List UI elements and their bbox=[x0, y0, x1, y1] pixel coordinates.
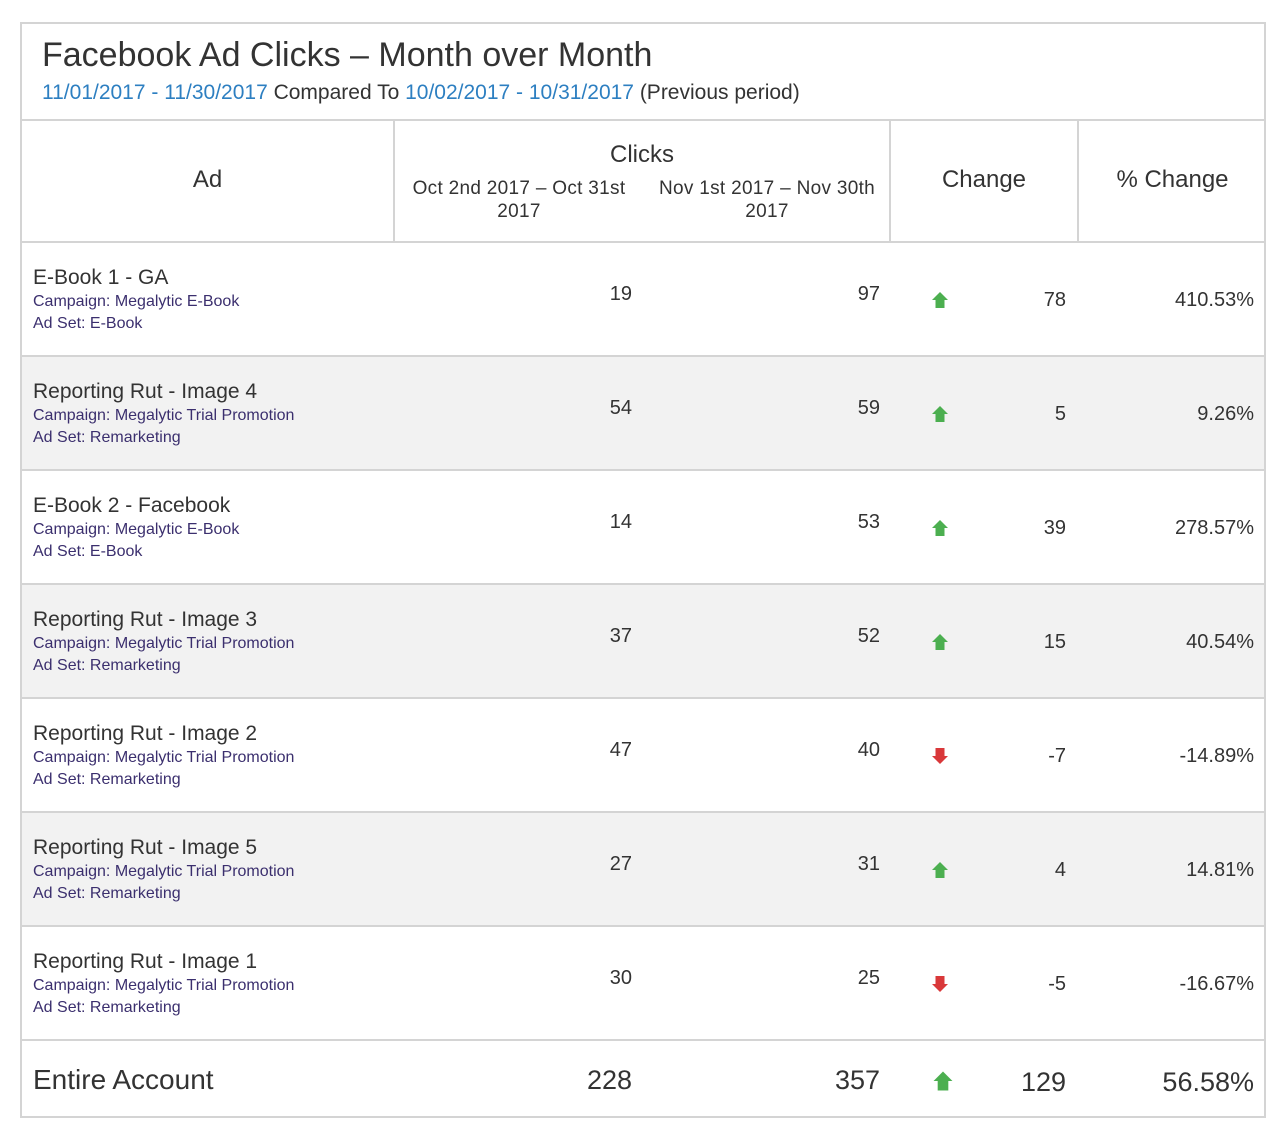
down-arrow-icon bbox=[932, 976, 948, 992]
ad-name: Reporting Rut - Image 4 bbox=[33, 380, 258, 403]
ad-set: Ad Set: Remarketing bbox=[33, 429, 181, 446]
ad-campaign: Campaign: Megalytic E-Book bbox=[33, 521, 240, 538]
ad-set: Ad Set: E-Book bbox=[33, 315, 143, 332]
table-row: Reporting Rut - Image 1 Campaign: Megalyt… bbox=[22, 927, 1264, 1041]
ad-campaign: Campaign: Megalytic E-Book bbox=[33, 293, 240, 310]
column-ad: Ad bbox=[22, 121, 395, 241]
pct-change-value: 278.57% bbox=[1175, 517, 1254, 539]
column-clicks-label: Clicks bbox=[610, 141, 674, 168]
prev-clicks: 54 bbox=[609, 397, 632, 419]
total-change: 129 bbox=[1020, 1067, 1066, 1097]
ad-set: Ad Set: E-Book bbox=[33, 543, 143, 560]
change-value: 4 bbox=[1054, 859, 1066, 881]
pct-change-value: 14.81% bbox=[1186, 859, 1254, 881]
column-change-label: Change bbox=[941, 166, 1027, 193]
curr-clicks: 40 bbox=[857, 739, 880, 761]
report-card: Facebook Ad Clicks – Month over Month 11… bbox=[20, 22, 1266, 1118]
curr-clicks: 52 bbox=[857, 625, 880, 647]
prev-clicks: 14 bbox=[609, 511, 632, 533]
pct-change-value: -16.67% bbox=[1179, 973, 1255, 995]
report-title: Facebook Ad Clicks – Month over Month bbox=[42, 36, 653, 74]
curr-clicks: 97 bbox=[857, 283, 880, 305]
report-date-range: 11/01/2017 - 11/30/2017 Compared To 10/0… bbox=[42, 81, 800, 105]
curr-clicks: 59 bbox=[857, 397, 880, 419]
pct-change-value: 40.54% bbox=[1186, 631, 1254, 653]
total-prev-clicks: 228 bbox=[586, 1065, 632, 1095]
down-arrow-icon bbox=[932, 748, 948, 764]
column-clicks-prev-label: Oct 2nd 2017 – Oct 31st 2017 bbox=[412, 178, 626, 222]
table-row: E-Book 2 - Facebook Campaign: Megalytic E… bbox=[22, 471, 1264, 585]
table-row: E-Book 1 - GA Campaign: Megalytic E-Book A… bbox=[22, 243, 1264, 357]
pct-change-value: 410.53% bbox=[1175, 289, 1254, 311]
total-change-arrow-icon bbox=[933, 1071, 953, 1091]
ad-campaign: Campaign: Megalytic Trial Promotion bbox=[33, 977, 295, 994]
ad-name: Reporting Rut - Image 3 bbox=[33, 608, 258, 631]
ad-campaign: Campaign: Megalytic Trial Promotion bbox=[33, 407, 295, 424]
up-arrow-icon bbox=[932, 406, 948, 422]
change-value: 39 bbox=[1043, 517, 1066, 539]
compared-to-label: Compared To bbox=[267, 81, 406, 104]
ad-name: Reporting Rut - Image 1 bbox=[33, 950, 258, 973]
ad-name: E-Book 1 - GA bbox=[33, 266, 169, 289]
change-value: -5 bbox=[1048, 973, 1066, 995]
change-value: -7 bbox=[1048, 745, 1066, 767]
change-value: 78 bbox=[1043, 289, 1066, 311]
column-ad-label: Ad bbox=[192, 166, 223, 193]
up-arrow-icon bbox=[932, 292, 948, 308]
total-row: Entire Account 228 357 129 56.58% bbox=[22, 1041, 1264, 1118]
up-arrow-icon bbox=[932, 862, 948, 878]
table-row: Reporting Rut - Image 3 Campaign: Megalyt… bbox=[22, 585, 1264, 699]
ad-set: Ad Set: Remarketing bbox=[33, 999, 181, 1016]
table-row: Reporting Rut - Image 5 Campaign: Megalyt… bbox=[22, 813, 1264, 927]
curr-clicks: 53 bbox=[857, 511, 880, 533]
table-header: Ad Clicks Oct 2nd 2017 – Oct 31st 2017 N… bbox=[22, 121, 1264, 243]
period-note: (Previous period) bbox=[633, 81, 800, 104]
up-arrow-icon bbox=[932, 634, 948, 650]
prev-clicks: 47 bbox=[609, 739, 632, 761]
change-value: 15 bbox=[1043, 631, 1066, 653]
prev-clicks: 37 bbox=[609, 625, 632, 647]
ad-set: Ad Set: Remarketing bbox=[33, 657, 181, 674]
total-curr-clicks: 357 bbox=[834, 1065, 880, 1095]
column-pct-change-label: % Change bbox=[1116, 166, 1229, 193]
column-pct-change: % Change bbox=[1079, 121, 1266, 241]
prev-clicks: 30 bbox=[609, 967, 632, 989]
up-arrow-icon bbox=[932, 520, 948, 536]
total-pct-change: 56.58% bbox=[1162, 1067, 1254, 1097]
ad-campaign: Campaign: Megalytic Trial Promotion bbox=[33, 749, 295, 766]
pct-change-value: -14.89% bbox=[1179, 745, 1255, 767]
change-value: 5 bbox=[1054, 403, 1066, 425]
prev-clicks: 27 bbox=[609, 853, 632, 875]
ad-name: Reporting Rut - Image 5 bbox=[33, 836, 258, 859]
ad-name: Reporting Rut - Image 2 bbox=[33, 722, 258, 745]
ad-set: Ad Set: Remarketing bbox=[33, 885, 181, 902]
curr-clicks: 25 bbox=[857, 967, 880, 989]
ad-name: E-Book 2 - Facebook bbox=[33, 494, 231, 517]
prev-clicks: 19 bbox=[609, 283, 632, 305]
column-clicks: Clicks Oct 2nd 2017 – Oct 31st 2017 Nov … bbox=[395, 121, 891, 241]
column-change: Change bbox=[891, 121, 1079, 241]
ad-campaign: Campaign: Megalytic Trial Promotion bbox=[33, 863, 295, 880]
ad-set: Ad Set: Remarketing bbox=[33, 771, 181, 788]
report-header: Facebook Ad Clicks – Month over Month 11… bbox=[22, 24, 1264, 121]
current-period-link[interactable]: 11/01/2017 - 11/30/2017 bbox=[42, 81, 268, 104]
pct-change-value: 9.26% bbox=[1197, 403, 1254, 425]
ad-campaign: Campaign: Megalytic Trial Promotion bbox=[33, 635, 295, 652]
table-row: Reporting Rut - Image 4 Campaign: Megalyt… bbox=[22, 357, 1264, 471]
total-label: Entire Account bbox=[33, 1064, 214, 1095]
previous-period-link[interactable]: 10/02/2017 - 10/31/2017 bbox=[405, 81, 634, 104]
column-clicks-curr-label: Nov 1st 2017 – Nov 30th 2017 bbox=[658, 178, 876, 222]
table-row: Reporting Rut - Image 2 Campaign: Megalyt… bbox=[22, 699, 1264, 813]
curr-clicks: 31 bbox=[857, 853, 880, 875]
